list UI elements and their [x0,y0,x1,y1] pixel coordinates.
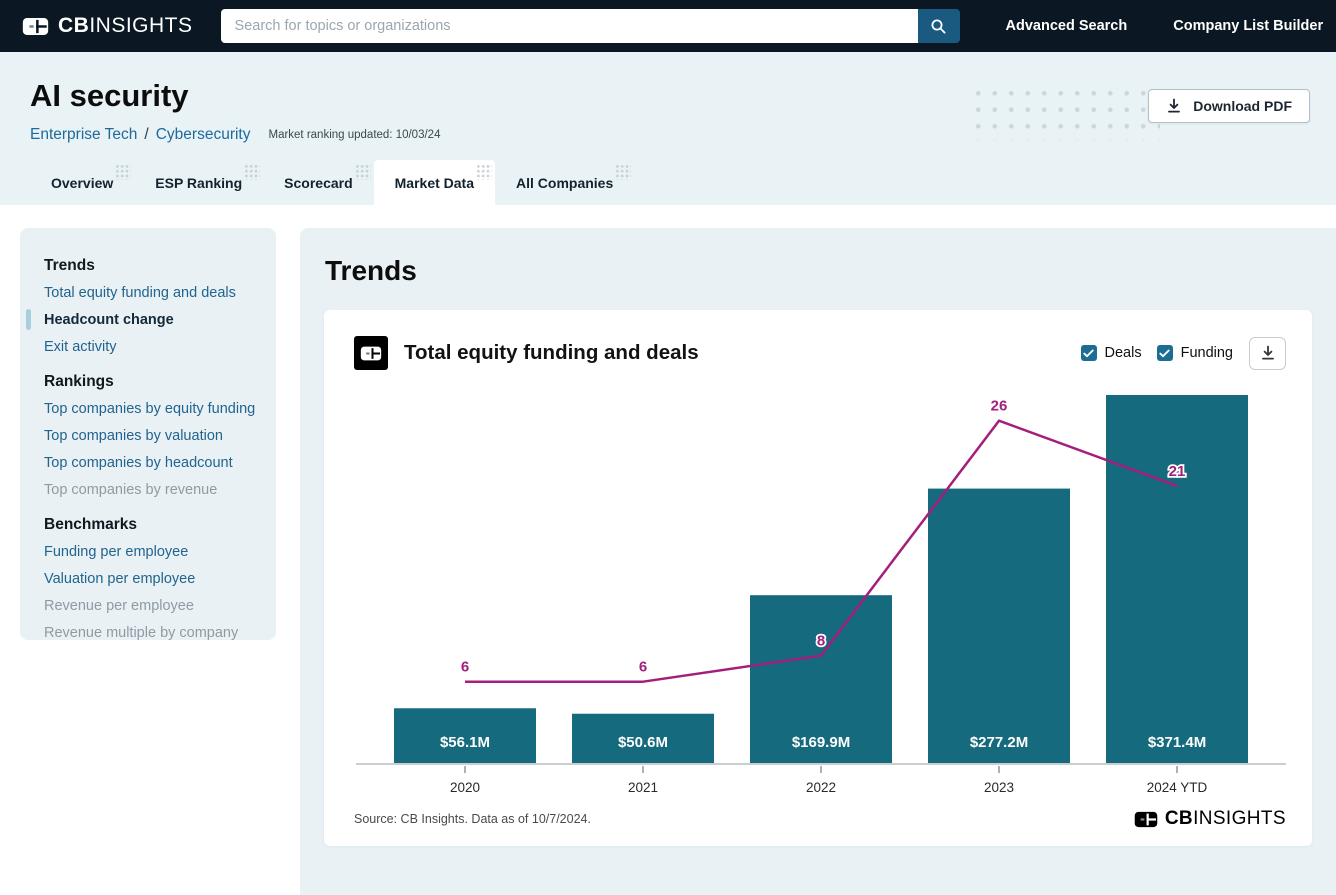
search-button[interactable] [917,9,960,43]
legend-label: Funding [1180,345,1233,361]
sidebar-item-headcount-change[interactable]: Headcount change [26,306,258,333]
sidebar-item-revenue-per-employee: Revenue per employee [44,597,194,614]
cbinsights-watermark: CBINSIGHTS [1134,808,1286,830]
cb-chart-icon [354,336,388,370]
cbinsights-logo-icon [22,17,49,36]
sidebar-heading-rankings: Rankings [44,373,114,390]
cb-mark-icon [360,346,382,361]
advanced-search-link[interactable]: Advanced Search [1005,18,1128,34]
main-panel: Trends Total equity funding and deals De… [300,228,1336,895]
tab-label: ESP Ranking [155,174,243,191]
trends-sidebar: Trends Total equity funding and deals Head… [20,228,276,641]
market-header: AI security Enterprise Tech / Cybersecur… [0,52,1336,205]
legend-toggle-deals[interactable]: Deals [1080,345,1142,361]
sidebar-item-revenue-multiple-by-company: Revenue multiple by company [44,624,239,641]
tab-overview[interactable]: Overview [30,160,134,205]
tab-label: Scorecard [284,174,353,191]
dot-grid-decoration [115,164,132,180]
tab-all-companies[interactable]: All Companies [495,160,634,205]
chart-title: Total equity funding and deals [404,341,699,364]
ranking-updated-note: Market ranking updated: 10/03/24 [268,129,441,141]
bar-value-label: $371.4M [1148,734,1206,751]
funding-bar-2021 [572,713,714,763]
funding-bar-2024 YTD [1106,395,1248,763]
deals-value-label: 26 [991,398,1008,415]
search-icon [931,19,946,33]
deals-value-label: 6 [639,659,647,676]
cbinsights-logo-text: CBINSIGHTS [58,14,193,37]
x-axis-label: 2022 [806,780,836,795]
breadcrumb-separator: / [144,126,149,143]
search-input[interactable] [220,9,918,43]
content-area: Trends Total equity funding and deals Head… [0,205,1336,895]
chart-download-button[interactable] [1249,336,1286,370]
dot-grid-decoration [244,164,261,180]
download-icon [1166,98,1182,114]
cbinsights-logo[interactable]: CBINSIGHTS [22,14,193,38]
sidebar-heading-trends: Trends [44,257,95,274]
global-search [220,9,960,43]
sidebar-item-top-companies-by-equity-funding[interactable]: Top companies by equity funding [44,400,256,417]
funding-bar-2022 [750,595,892,763]
sidebar-item-top-companies-by-valuation[interactable]: Top companies by valuation [44,427,223,444]
download-pdf-button[interactable]: Download PDF [1148,89,1310,123]
breadcrumb: Enterprise Tech / Cybersecurity Market r… [30,126,440,144]
sidebar-item-valuation-per-employee[interactable]: Valuation per employee [44,570,196,587]
sidebar-heading-benchmarks: Benchmarks [44,516,138,533]
tab-scorecard[interactable]: Scorecard [263,160,373,205]
dot-grid-decoration [970,85,1160,141]
x-axis-label: 2020 [450,780,480,795]
check-icon [1083,349,1094,357]
tab-esp-ranking[interactable]: ESP Ranking [134,160,263,205]
funding-bar-2023 [928,488,1070,763]
legend-toggle-funding[interactable]: Funding [1156,345,1233,361]
bar-value-label: $56.1M [440,734,490,751]
bar-value-label: $277.2M [970,734,1028,751]
sidebar-item-total-equity-funding-and-deals[interactable]: Total equity funding and deals [44,284,236,301]
tab-label: Market Data [394,174,475,191]
funding-bar-2020 [394,708,536,763]
download-pdf-label: Download PDF [1193,98,1292,114]
deals-value-label: 8 [817,633,825,650]
breadcrumb-enterprise-tech[interactable]: Enterprise Tech [30,126,138,143]
page-title: AI security [30,78,189,113]
check-icon [1159,349,1170,357]
tab-label: Overview [51,174,114,191]
card-header: Total equity funding and deals Deals Fund… [354,336,1286,370]
card-footer: Source: CB Insights. Data as of 10/7/202… [354,808,1286,830]
legend-label: Deals [1104,345,1142,361]
market-tabs: Overview ESP Ranking Scorecard Market Data A… [30,160,634,205]
breadcrumb-cybersecurity[interactable]: Cybersecurity [155,126,251,143]
deals-value-label: 21 [1169,463,1186,480]
company-list-builder-link[interactable]: Company List Builder [1173,18,1324,34]
dot-grid-decoration [615,164,632,180]
dot-grid-decoration [354,164,371,180]
x-axis-label: 2023 [984,780,1014,795]
bar-value-label: $169.9M [792,734,850,751]
deals-value-label: 6 [461,659,469,676]
x-axis-label: 2024 YTD [1147,780,1208,795]
section-heading: Trends [325,255,417,286]
sidebar-item-top-companies-by-revenue: Top companies by revenue [44,481,218,498]
download-icon [1260,345,1276,361]
sidebar-item-exit-activity[interactable]: Exit activity [44,338,117,355]
bar-value-label: $50.6M [618,734,668,751]
top-navbar: CBINSIGHTS Advanced Search Company List … [0,0,1336,52]
chart-legend: Deals Funding [1080,345,1233,361]
deals-line [465,419,1178,683]
sidebar-item-top-companies-by-headcount[interactable]: Top companies by headcount [44,454,233,471]
active-item-indicator [26,309,31,330]
dot-grid-decoration [476,164,493,180]
tab-label: All Companies [516,174,614,191]
funding-deals-chart: $56.1M 2020 $50.6M 2021 $169.9M 2022 $277.2M 20… [356,395,1286,795]
tab-market-data[interactable]: Market Data [373,160,496,205]
checkbox-deals-checked[interactable] [1080,345,1097,361]
funding-deals-card: Total equity funding and deals Deals Fund… [324,310,1312,846]
cbinsights-watermark-icon [1134,811,1158,828]
x-axis-label: 2021 [628,780,658,795]
checkbox-funding-checked[interactable] [1156,345,1173,361]
source-note: Source: CB Insights. Data as of 10/7/202… [354,812,591,826]
sidebar-item-funding-per-employee[interactable]: Funding per employee [44,543,189,560]
chart-area: $56.1M 2020 $50.6M 2021 $169.9M 2022 $277.2M 20… [356,386,1286,804]
